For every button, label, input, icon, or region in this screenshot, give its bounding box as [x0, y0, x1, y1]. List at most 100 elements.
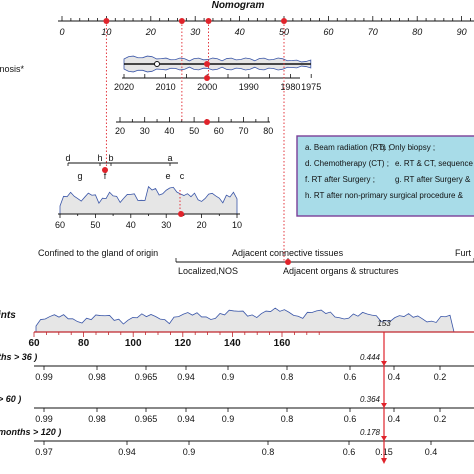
survival-estimate-label: 0.178: [360, 428, 381, 437]
survival-arrow-tip: [381, 436, 387, 441]
survival-tick-label: 0.965: [135, 414, 158, 424]
axes-layer: Nomogram0102030405060708090...nosis*2020…: [0, 0, 474, 457]
treatment-lower-label: c: [180, 171, 185, 181]
year-axis-marker-dot: [204, 75, 210, 81]
score-tick-label: 10: [232, 220, 242, 230]
survival-tick-label: 0.965: [135, 372, 158, 382]
year-tick-label: 1975: [301, 82, 321, 92]
total-points-tick-label: 80: [78, 338, 90, 349]
treatment-lower-label: f: [104, 171, 107, 181]
stage-lower-label: Adjacent organs & structures: [283, 266, 399, 276]
total-points-tick-label: 140: [224, 338, 241, 349]
survival-tick-label: 0.2: [434, 372, 447, 382]
year-tick-label: 2020: [114, 82, 134, 92]
score-tick-label: 40: [126, 220, 136, 230]
points-tick-label: 80: [412, 27, 422, 37]
survival-tick-label: 0.99: [35, 414, 53, 424]
treatment-legend-item: a. Beam radiation (RT) ;: [305, 143, 390, 152]
score-tick-label: 30: [161, 220, 171, 230]
points-tick-label: 0: [59, 27, 64, 37]
age-tick-label: 40: [164, 126, 174, 136]
stage-marker-dot: [285, 259, 291, 265]
treatment-legend-item: f. RT after Surgery ;: [305, 175, 375, 184]
year-tick-label: 2010: [156, 82, 176, 92]
points-tick-label: 90: [457, 27, 467, 37]
survival-tick-label: 0.4: [425, 447, 438, 457]
survival-estimate-label: 0.444: [360, 353, 381, 362]
legend-layer: a. Beam radiation (RT) ;b. Only biopsy ;…: [296, 135, 474, 217]
survival-tick-label: 0.99: [35, 372, 53, 382]
treatment-lower-label: e: [165, 171, 170, 181]
age-marker-dot: [204, 119, 210, 125]
survival-tick-label: 0.94: [177, 414, 195, 424]
survival-tick-label: 0.97: [35, 447, 53, 457]
survival-tick-label: 0.9: [222, 414, 235, 424]
survival-tick-label: 0.4: [388, 372, 401, 382]
survival-tick-label: 0.98: [88, 372, 106, 382]
survival-tick-label: 0.4: [388, 414, 401, 424]
year-tick-label: 2000: [197, 82, 217, 92]
total-points-distribution: [35, 307, 455, 333]
survival-axis-label: > 60 ): [0, 394, 21, 404]
treatment-upper-label: d: [65, 153, 70, 163]
survival-tick-label: 0.9: [183, 447, 196, 457]
treatment-legend-item: g. RT after Surgery &: [395, 175, 471, 184]
points-tick-label: 30: [190, 27, 200, 37]
stage-upper-label: Adjacent connective tissues: [232, 248, 344, 258]
survival-estimate-label: 0.364: [360, 395, 381, 404]
survival-tick-label: 0.9: [222, 372, 235, 382]
total-points-tick-label: 60: [28, 338, 40, 349]
survival-tick-label: 0.6: [344, 372, 357, 382]
age-tick-label: 20: [115, 126, 125, 136]
score-tick-label: 60: [55, 220, 65, 230]
survival-arrow-tip: [381, 361, 387, 366]
treatment-legend-item: h. RT after non-primary surgical procedu…: [305, 191, 464, 200]
treatment-legend-item: e. RT & CT, sequence: [395, 159, 474, 168]
age-tick-label: 70: [238, 126, 248, 136]
stage-upper-label: Furt: [455, 248, 472, 258]
year-tick-label: 1990: [239, 82, 259, 92]
survival-axis-label: months > 120 ): [0, 427, 61, 437]
survival-tick-label: 0.98: [88, 414, 106, 424]
total-points-label: ints: [0, 310, 16, 321]
points-tick-label: 20: [145, 27, 156, 37]
treatment-upper-label: h: [97, 153, 102, 163]
year-axis-label: ...nosis*: [0, 64, 25, 74]
treatment-lower-label: g: [77, 171, 82, 181]
points-tick-label: 40: [235, 27, 245, 37]
survival-arrow-head: [381, 458, 387, 464]
score-marker-dot: [178, 211, 184, 217]
score-tick-label: 20: [197, 220, 207, 230]
treatment-upper-label: a: [167, 153, 172, 163]
survival-arrow-tip: [381, 403, 387, 408]
age-tick-label: 50: [189, 126, 199, 136]
points-tick-label: 70: [368, 27, 378, 37]
total-points-tick-label: 120: [174, 338, 191, 349]
marker-layer: 153 0.444 0.364 0.178: [102, 18, 391, 464]
age-tick-label: 30: [140, 126, 150, 136]
year-tick-label: 1980: [280, 82, 300, 92]
total-points-value-label: 153: [377, 319, 391, 328]
stage-upper-label: Confined to the gland of origin: [38, 248, 158, 258]
total-points-tick-label: 160: [274, 338, 291, 349]
survival-tick-label: 0.94: [118, 447, 136, 457]
chart-title: Nomogram: [212, 0, 265, 11]
treatment-upper-label: b: [108, 153, 113, 163]
survival-tick-label: 0.2: [434, 414, 447, 424]
survival-tick-label: 0.6: [344, 414, 357, 424]
points-marker-dot: [103, 18, 110, 24]
stage-lower-label: Localized,NOS: [178, 266, 238, 276]
treatment-marker-dot: [102, 167, 108, 173]
density-layer: [35, 55, 455, 333]
year-marker-dot: [204, 61, 210, 67]
age-tick-label: 60: [214, 126, 224, 136]
survival-tick-label: 0.6: [343, 447, 356, 457]
guide-layer: [105, 21, 285, 262]
total-points-tick-label: 100: [125, 338, 142, 349]
survival-tick-label: 0.8: [281, 372, 294, 382]
survival-tick-label: 0.94: [177, 372, 195, 382]
survival-tick-label: 0.8: [281, 414, 294, 424]
survival-tick-label: 0.8: [262, 447, 275, 457]
